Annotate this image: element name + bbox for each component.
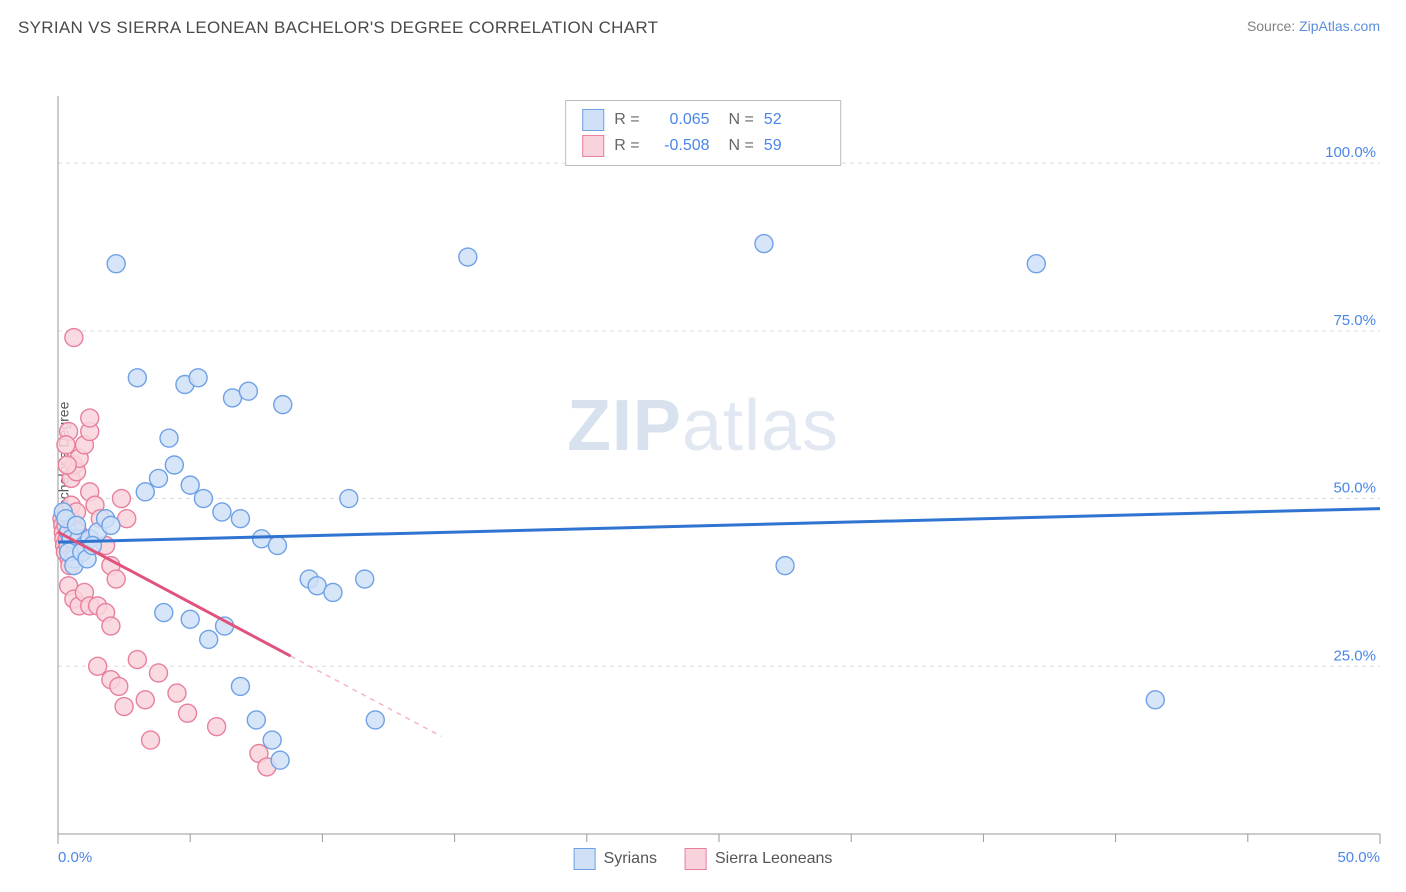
legend-swatch: [582, 109, 604, 131]
correlation-legend: R = 0.065 N = 52 R = -0.508 N = 59: [565, 100, 841, 166]
data-point-sierra: [208, 718, 226, 736]
data-point-syrians: [366, 711, 384, 729]
data-point-syrians: [155, 604, 173, 622]
source-prefix: Source:: [1247, 18, 1299, 34]
trend-line-syrians: [58, 509, 1380, 543]
legend-row: R = -0.508 N = 59: [582, 133, 824, 159]
data-point-sierra: [115, 698, 133, 716]
source-attribution: Source: ZipAtlas.com: [1247, 18, 1380, 34]
source-link[interactable]: ZipAtlas.com: [1299, 18, 1380, 34]
data-point-syrians: [459, 248, 477, 266]
y-tick-label: 75.0%: [1333, 312, 1376, 329]
legend-label: Sierra Leoneans: [715, 850, 832, 868]
data-point-syrians: [194, 490, 212, 508]
header: SYRIAN VS SIERRA LEONEAN BACHELOR'S DEGR…: [0, 0, 1406, 44]
n-value: 52: [764, 107, 824, 133]
chart-area: Bachelor's Degree ZIPatlas 25.0%50.0%75.…: [0, 44, 1406, 874]
data-point-syrians: [271, 751, 289, 769]
scatter-plot-svg: 25.0% 50.0% 75.0% 100.0% 0.0% 50.0%: [0, 44, 1406, 874]
data-point-sierra: [89, 657, 107, 675]
y-tick-label: 25.0%: [1333, 647, 1376, 664]
y-tick-label: 50.0%: [1333, 480, 1376, 497]
x-tick-label: 50.0%: [1337, 849, 1380, 866]
data-point-sierra: [81, 409, 99, 427]
data-point-sierra: [57, 436, 75, 454]
series-legend: Syrians Sierra Leoneans: [574, 848, 833, 870]
data-point-syrians: [165, 456, 183, 474]
data-point-sierra: [102, 617, 120, 635]
data-point-sierra: [179, 704, 197, 722]
trend-line-dash-sierra: [291, 656, 442, 736]
data-point-syrians: [247, 711, 265, 729]
r-label: R =: [614, 133, 639, 159]
legend-swatch: [574, 848, 596, 870]
chart-title: SYRIAN VS SIERRA LEONEAN BACHELOR'S DEGR…: [18, 18, 658, 38]
legend-swatch: [685, 848, 707, 870]
data-point-syrians: [263, 731, 281, 749]
data-point-syrians: [107, 255, 125, 273]
data-point-sierra: [136, 691, 154, 709]
data-point-sierra: [149, 664, 167, 682]
data-point-syrians: [189, 369, 207, 387]
legend-item: Sierra Leoneans: [685, 848, 832, 870]
data-point-syrians: [340, 490, 358, 508]
n-label: N =: [720, 133, 754, 159]
data-point-syrians: [213, 503, 231, 521]
data-point-syrians: [268, 537, 286, 555]
data-point-sierra: [128, 651, 146, 669]
data-point-syrians: [755, 235, 773, 253]
data-point-syrians: [149, 469, 167, 487]
data-point-syrians: [200, 630, 218, 648]
legend-label: Syrians: [604, 850, 657, 868]
data-point-syrians: [239, 382, 257, 400]
data-point-syrians: [160, 429, 178, 447]
data-point-sierra: [112, 490, 130, 508]
n-value: 59: [764, 133, 824, 159]
r-label: R =: [614, 107, 639, 133]
data-point-sierra: [110, 677, 128, 695]
data-point-syrians: [181, 610, 199, 628]
r-value: -0.508: [650, 133, 710, 159]
data-point-syrians: [128, 369, 146, 387]
legend-row: R = 0.065 N = 52: [582, 107, 824, 133]
data-point-syrians: [776, 557, 794, 575]
data-point-syrians: [356, 570, 374, 588]
data-point-sierra: [142, 731, 160, 749]
data-point-syrians: [1027, 255, 1045, 273]
data-point-sierra: [58, 456, 76, 474]
data-point-syrians: [324, 583, 342, 601]
x-tick-label: 0.0%: [58, 849, 92, 866]
data-point-sierra: [107, 570, 125, 588]
data-point-syrians: [274, 396, 292, 414]
r-value: 0.065: [650, 107, 710, 133]
data-point-syrians: [68, 516, 86, 534]
legend-item: Syrians: [574, 848, 657, 870]
data-point-syrians: [136, 483, 154, 501]
legend-swatch: [582, 135, 604, 157]
data-point-syrians: [181, 476, 199, 494]
data-point-syrians: [231, 510, 249, 528]
data-point-sierra: [65, 329, 83, 347]
y-tick-label: 100.0%: [1325, 144, 1376, 161]
data-point-syrians: [102, 516, 120, 534]
data-point-syrians: [231, 677, 249, 695]
data-point-sierra: [168, 684, 186, 702]
n-label: N =: [720, 107, 754, 133]
data-point-syrians: [1146, 691, 1164, 709]
